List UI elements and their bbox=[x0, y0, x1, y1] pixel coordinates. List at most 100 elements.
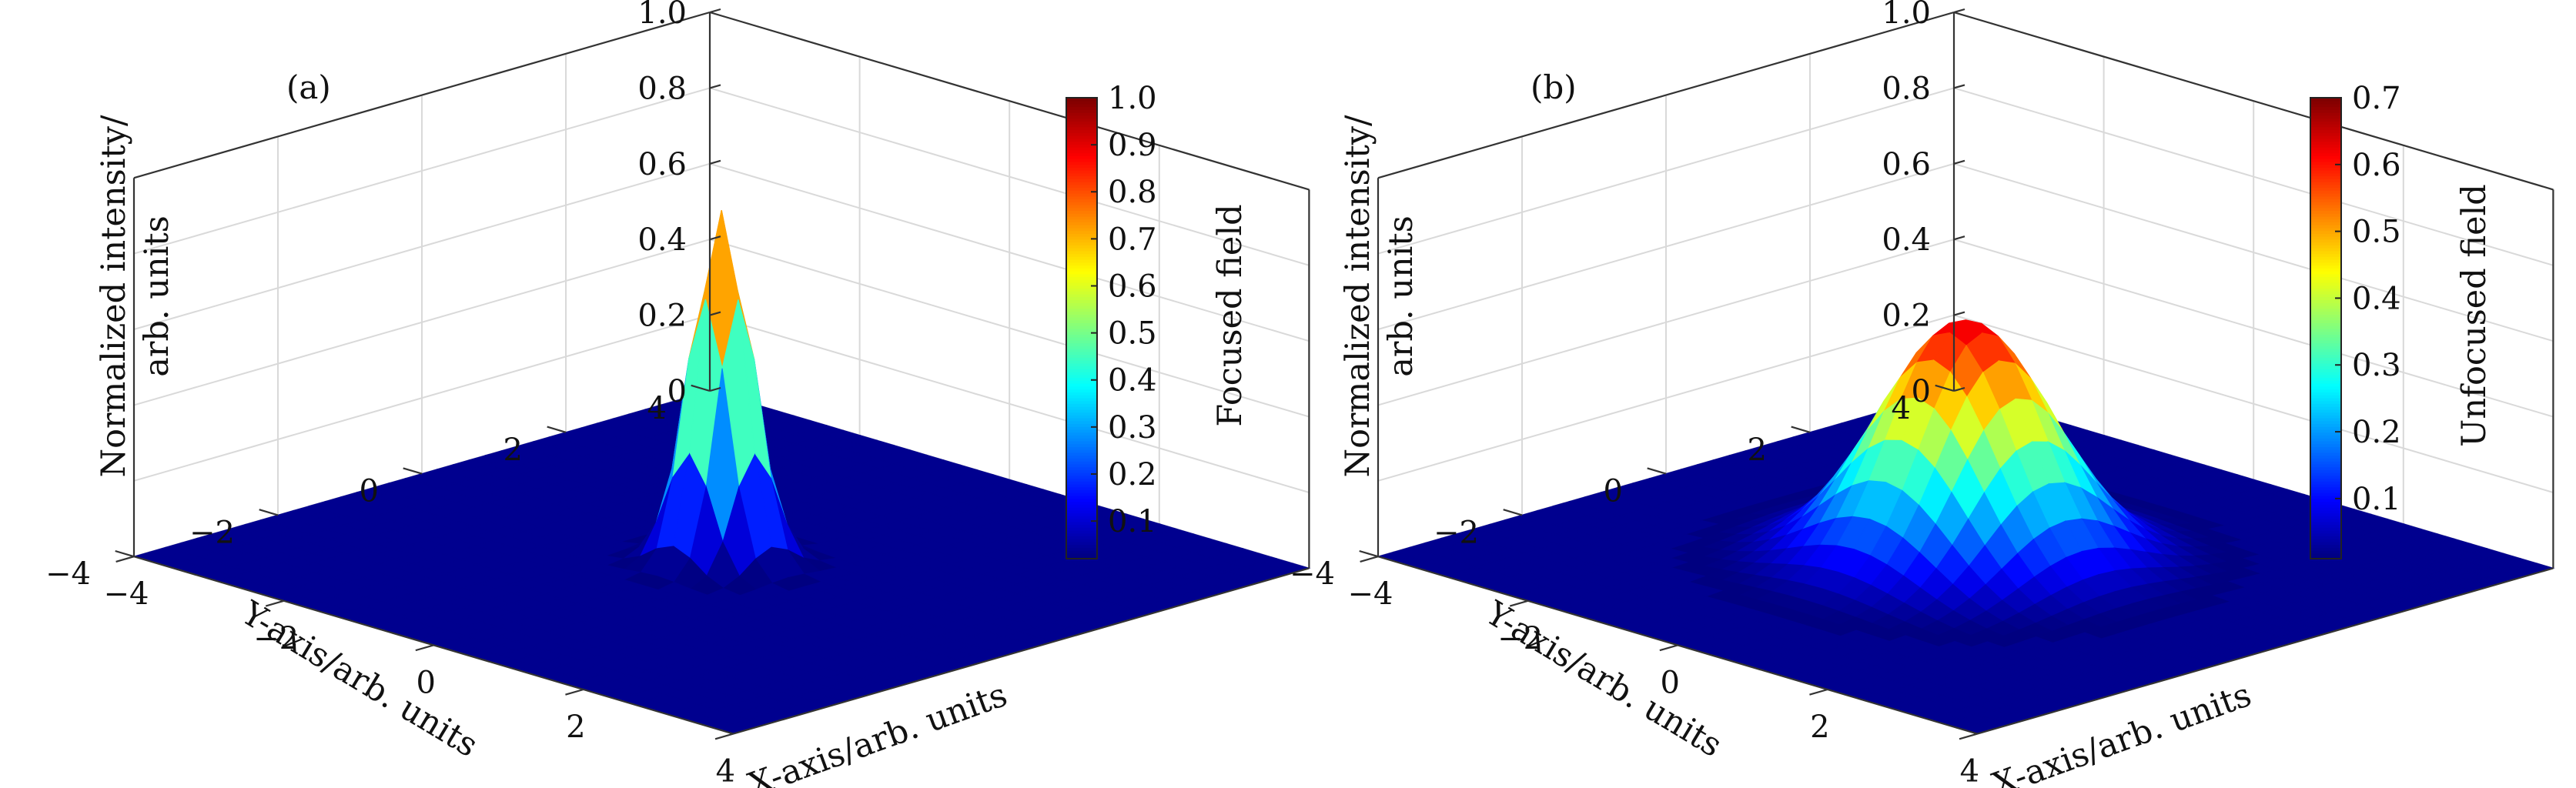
x-tick-label: −2 bbox=[253, 621, 299, 656]
colorbar-segment bbox=[2310, 276, 2341, 280]
colorbar-segment bbox=[1066, 212, 1097, 217]
colorbar-segment bbox=[2310, 250, 2341, 255]
z-tick-label: 0.2 bbox=[637, 299, 687, 334]
y-tick-label: 2 bbox=[1748, 432, 1767, 468]
y-tick-mark bbox=[1359, 549, 1379, 558]
colorbar-segment bbox=[1066, 368, 1097, 372]
colorbar-segment bbox=[1066, 221, 1097, 225]
colorbar-segment bbox=[2310, 212, 2341, 217]
colorbar-tick-label: 0.1 bbox=[2352, 482, 2401, 517]
colorbar-segment bbox=[2310, 503, 2341, 508]
colorbar-segment bbox=[2310, 299, 2341, 303]
colorbar-segment bbox=[2310, 141, 2341, 145]
colorbar-segment bbox=[1066, 356, 1097, 361]
colorbar-segment bbox=[2310, 386, 2341, 390]
colorbar-segment bbox=[1066, 480, 1097, 485]
colorbar-segment bbox=[2310, 155, 2341, 159]
colorbar-segment bbox=[2310, 472, 2341, 476]
surface-plot-b: −4 −2 0 2 4 4 2 0 −2 −4 0 0.2 0.4 0.6 0.8 1.0 (b) Norma… bbox=[1290, 0, 2555, 788]
colorbar-segment bbox=[2310, 440, 2341, 445]
colorbar-segment bbox=[2310, 426, 2341, 430]
x-tick-mark bbox=[1659, 644, 1678, 652]
colorbar-segment bbox=[2310, 480, 2341, 485]
colorbar-segment bbox=[1066, 146, 1097, 151]
colorbar-segment bbox=[1066, 227, 1097, 232]
colorbar-segment bbox=[2310, 293, 2341, 298]
colorbar-segment bbox=[1066, 276, 1097, 280]
z-tick-mark bbox=[1953, 235, 1965, 241]
z-axis-label-line1: Normalized intensity/ bbox=[95, 115, 133, 478]
y-tick-label: 4 bbox=[1892, 391, 1911, 426]
colorbar-segment bbox=[2310, 475, 2341, 479]
colorbar-tick-label: 0.6 bbox=[1108, 269, 1157, 304]
colorbar-segment bbox=[1066, 486, 1097, 491]
colorbar-segment bbox=[2310, 400, 2341, 404]
colorbar-segment bbox=[1066, 232, 1097, 237]
z-axis-label-line1: Normalized intensity/ bbox=[1339, 115, 1377, 478]
colorbar-segment bbox=[2310, 239, 2341, 243]
colorbar-tick-label: 0.3 bbox=[2352, 348, 2401, 383]
colorbar-segment bbox=[1066, 244, 1097, 249]
colorbar-segment bbox=[1066, 207, 1097, 212]
colorbar-segment bbox=[2310, 556, 2341, 559]
axes bbox=[132, 11, 1310, 735]
colorbar-segment bbox=[2310, 414, 2341, 419]
colorbar-segment bbox=[1066, 265, 1097, 269]
colorbar-segment bbox=[2310, 391, 2341, 396]
x-tick-label: 4 bbox=[1960, 754, 1979, 788]
colorbar-segment bbox=[1066, 423, 1097, 427]
colorbar-segment bbox=[2310, 201, 2341, 205]
colorbar-tick-label: 0.5 bbox=[2352, 215, 2401, 250]
colorbar-segment bbox=[2310, 181, 2341, 185]
colorbar-segment bbox=[1066, 189, 1097, 194]
colorbar-segment bbox=[2310, 368, 2341, 372]
colorbar-segment bbox=[2310, 221, 2341, 225]
colorbar-segment bbox=[1066, 348, 1097, 352]
colorbar-segment bbox=[1066, 230, 1097, 234]
colorbar-segment bbox=[2310, 435, 2341, 439]
z-tick-label: 1.0 bbox=[1882, 0, 1931, 31]
surface bbox=[132, 210, 1311, 735]
colorbar-tick-label: 0.9 bbox=[1108, 128, 1157, 163]
colorbar-segment bbox=[1066, 397, 1097, 402]
colorbar-segment bbox=[1066, 503, 1097, 508]
colorbar-segment bbox=[1066, 536, 1097, 539]
colorbar-segment bbox=[1066, 293, 1097, 298]
colorbar-segment bbox=[2310, 322, 2341, 326]
z-tick-mark bbox=[709, 159, 721, 165]
colorbar-segment bbox=[1066, 120, 1097, 125]
colorbar-segment bbox=[1066, 475, 1097, 479]
colorbar-segment bbox=[1066, 126, 1097, 131]
colorbar-segment bbox=[2310, 489, 2341, 493]
colorbar-segment bbox=[2310, 345, 2341, 349]
colorbar-segment bbox=[2310, 109, 2341, 113]
x-tick-mark bbox=[115, 556, 135, 563]
colorbar-segment bbox=[2310, 224, 2341, 229]
colorbar-segment bbox=[2310, 149, 2341, 154]
colorbar-segment bbox=[1066, 541, 1097, 546]
colorbar-segment bbox=[2310, 98, 2341, 102]
colorbar-segment bbox=[1066, 109, 1097, 113]
colorbar-tick-label: 0.8 bbox=[1108, 175, 1157, 210]
colorbar-segment bbox=[2310, 513, 2341, 516]
colorbar-segment bbox=[1066, 181, 1097, 185]
colorbar-segment bbox=[2310, 242, 2341, 245]
z-tick-mark bbox=[1953, 386, 1965, 392]
colorbar-segment bbox=[2310, 446, 2341, 450]
colorbar-segment bbox=[1066, 472, 1097, 476]
colorbar-segment bbox=[1066, 533, 1097, 537]
colorbar-segment bbox=[1066, 336, 1097, 341]
x-tick-mark bbox=[415, 644, 434, 652]
colorbar-segment bbox=[1066, 354, 1097, 358]
colorbar-segment bbox=[1066, 449, 1097, 453]
colorbar-segment bbox=[2310, 296, 2341, 301]
colorbar-segment bbox=[1066, 172, 1097, 177]
colorbar-segment bbox=[2310, 138, 2341, 142]
colorbar-segment bbox=[2310, 166, 2341, 171]
colorbar-segment bbox=[1066, 359, 1097, 364]
x-tick-label: 0 bbox=[1660, 665, 1679, 700]
colorbar-segment bbox=[1066, 414, 1097, 419]
y-tick-mark bbox=[1503, 509, 1523, 516]
colorbar-segment bbox=[2310, 402, 2341, 407]
colorbar-segment bbox=[2310, 195, 2341, 200]
